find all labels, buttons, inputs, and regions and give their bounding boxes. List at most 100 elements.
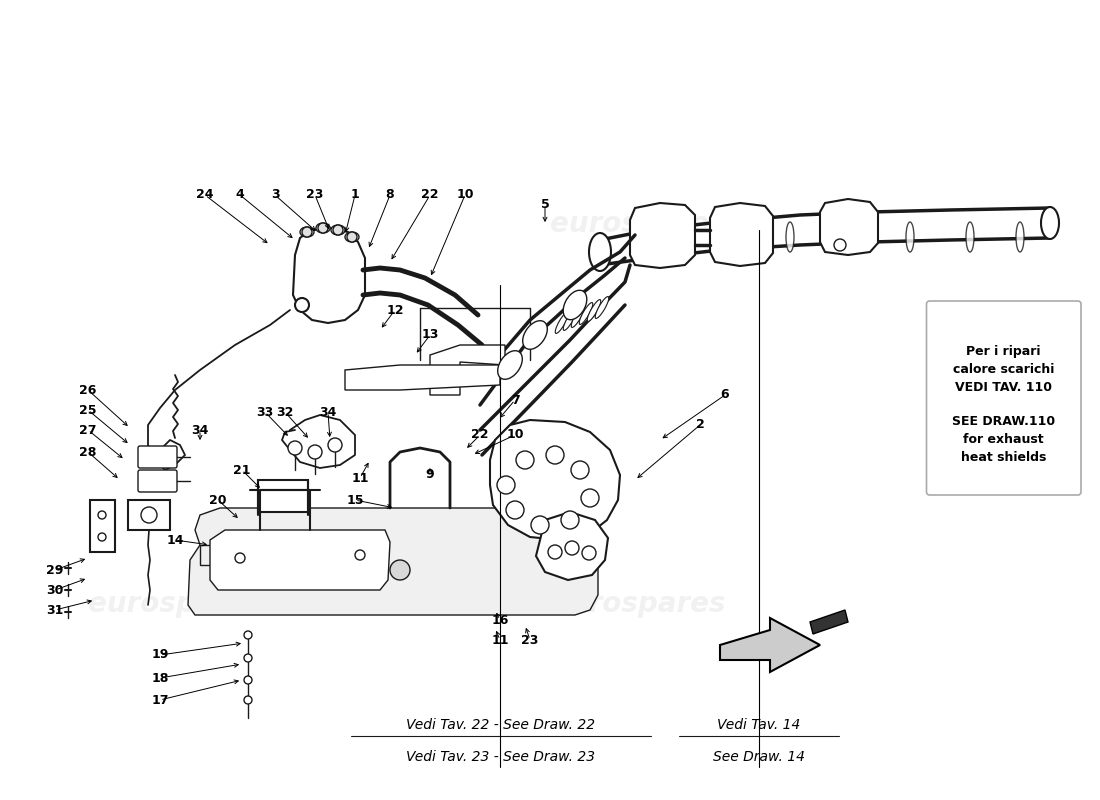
Circle shape (333, 225, 343, 235)
Polygon shape (188, 508, 598, 615)
Ellipse shape (556, 311, 569, 334)
Ellipse shape (497, 350, 522, 379)
Circle shape (244, 696, 252, 704)
Polygon shape (430, 345, 505, 395)
Circle shape (308, 445, 322, 459)
Polygon shape (345, 365, 500, 390)
Ellipse shape (636, 222, 644, 252)
Circle shape (834, 239, 846, 251)
Text: 10: 10 (506, 429, 524, 442)
Text: 23: 23 (306, 189, 323, 202)
Polygon shape (210, 530, 390, 590)
Text: 1: 1 (351, 189, 360, 202)
Circle shape (346, 232, 358, 242)
Text: 9: 9 (426, 469, 434, 482)
Text: Vedi Tav. 14: Vedi Tav. 14 (717, 718, 801, 732)
Circle shape (561, 511, 579, 529)
Ellipse shape (1041, 207, 1059, 239)
Text: 34: 34 (191, 423, 209, 437)
Text: 11: 11 (492, 634, 508, 646)
Text: 19: 19 (152, 649, 168, 662)
Polygon shape (820, 199, 878, 255)
Polygon shape (810, 610, 848, 634)
Ellipse shape (595, 297, 608, 318)
Circle shape (506, 501, 524, 519)
Text: 23: 23 (521, 634, 539, 646)
Text: eurospares: eurospares (550, 590, 726, 618)
Polygon shape (200, 545, 250, 565)
Text: 30: 30 (46, 583, 64, 597)
Text: 25: 25 (79, 403, 97, 417)
Polygon shape (630, 203, 695, 268)
Polygon shape (536, 512, 608, 580)
Text: 29: 29 (46, 563, 64, 577)
Text: 32: 32 (276, 406, 294, 418)
Circle shape (581, 489, 600, 507)
Circle shape (328, 438, 342, 452)
Ellipse shape (580, 302, 593, 325)
Ellipse shape (563, 309, 576, 330)
Circle shape (244, 631, 252, 639)
Text: 7: 7 (510, 394, 519, 406)
Text: 4: 4 (235, 189, 244, 202)
Text: 16: 16 (492, 614, 508, 626)
Ellipse shape (1016, 222, 1024, 252)
Circle shape (141, 507, 157, 523)
Text: 17: 17 (152, 694, 168, 706)
Text: 13: 13 (421, 329, 439, 342)
Ellipse shape (676, 222, 684, 252)
Ellipse shape (966, 222, 974, 252)
Ellipse shape (726, 222, 734, 252)
Ellipse shape (588, 233, 610, 271)
Circle shape (355, 550, 365, 560)
Text: 21: 21 (233, 463, 251, 477)
Text: 24: 24 (196, 189, 213, 202)
Text: 6: 6 (720, 389, 729, 402)
Circle shape (244, 676, 252, 684)
Polygon shape (720, 618, 820, 672)
Text: 11: 11 (351, 471, 369, 485)
FancyBboxPatch shape (258, 480, 308, 512)
Ellipse shape (571, 306, 585, 327)
Text: 2: 2 (695, 418, 704, 431)
FancyBboxPatch shape (128, 500, 170, 530)
Circle shape (565, 541, 579, 555)
Ellipse shape (563, 290, 586, 320)
FancyBboxPatch shape (926, 301, 1081, 495)
Circle shape (235, 553, 245, 563)
Text: See Draw. 14: See Draw. 14 (713, 750, 805, 764)
Polygon shape (710, 203, 773, 266)
Circle shape (571, 461, 588, 479)
Ellipse shape (522, 321, 548, 350)
Circle shape (531, 516, 549, 534)
Text: 22: 22 (421, 189, 439, 202)
Text: Per i ripari
calore scarichi
VEDI TAV. 110: Per i ripari calore scarichi VEDI TAV. 1… (953, 346, 1055, 394)
Circle shape (302, 227, 312, 237)
Text: 28: 28 (79, 446, 97, 458)
Text: 18: 18 (152, 671, 168, 685)
Text: 31: 31 (46, 603, 64, 617)
FancyBboxPatch shape (138, 446, 177, 468)
Circle shape (98, 533, 106, 541)
Text: eurospares: eurospares (550, 210, 726, 238)
Text: 20: 20 (209, 494, 227, 506)
Text: 5: 5 (540, 198, 549, 211)
Text: 12: 12 (386, 303, 404, 317)
Circle shape (390, 560, 410, 580)
Text: 3: 3 (271, 189, 279, 202)
Circle shape (98, 511, 106, 519)
Ellipse shape (846, 222, 854, 252)
Text: 14: 14 (166, 534, 184, 546)
Circle shape (546, 446, 564, 464)
Text: eurospares: eurospares (88, 590, 264, 618)
Circle shape (497, 476, 515, 494)
Text: 8: 8 (386, 189, 394, 202)
Text: Vedi Tav. 22 - See Draw. 22: Vedi Tav. 22 - See Draw. 22 (406, 718, 595, 732)
Text: 15: 15 (346, 494, 364, 506)
Ellipse shape (587, 299, 601, 322)
Text: 33: 33 (256, 406, 274, 418)
Ellipse shape (906, 222, 914, 252)
Polygon shape (90, 500, 116, 552)
Circle shape (295, 298, 309, 312)
Text: 34: 34 (319, 406, 337, 418)
